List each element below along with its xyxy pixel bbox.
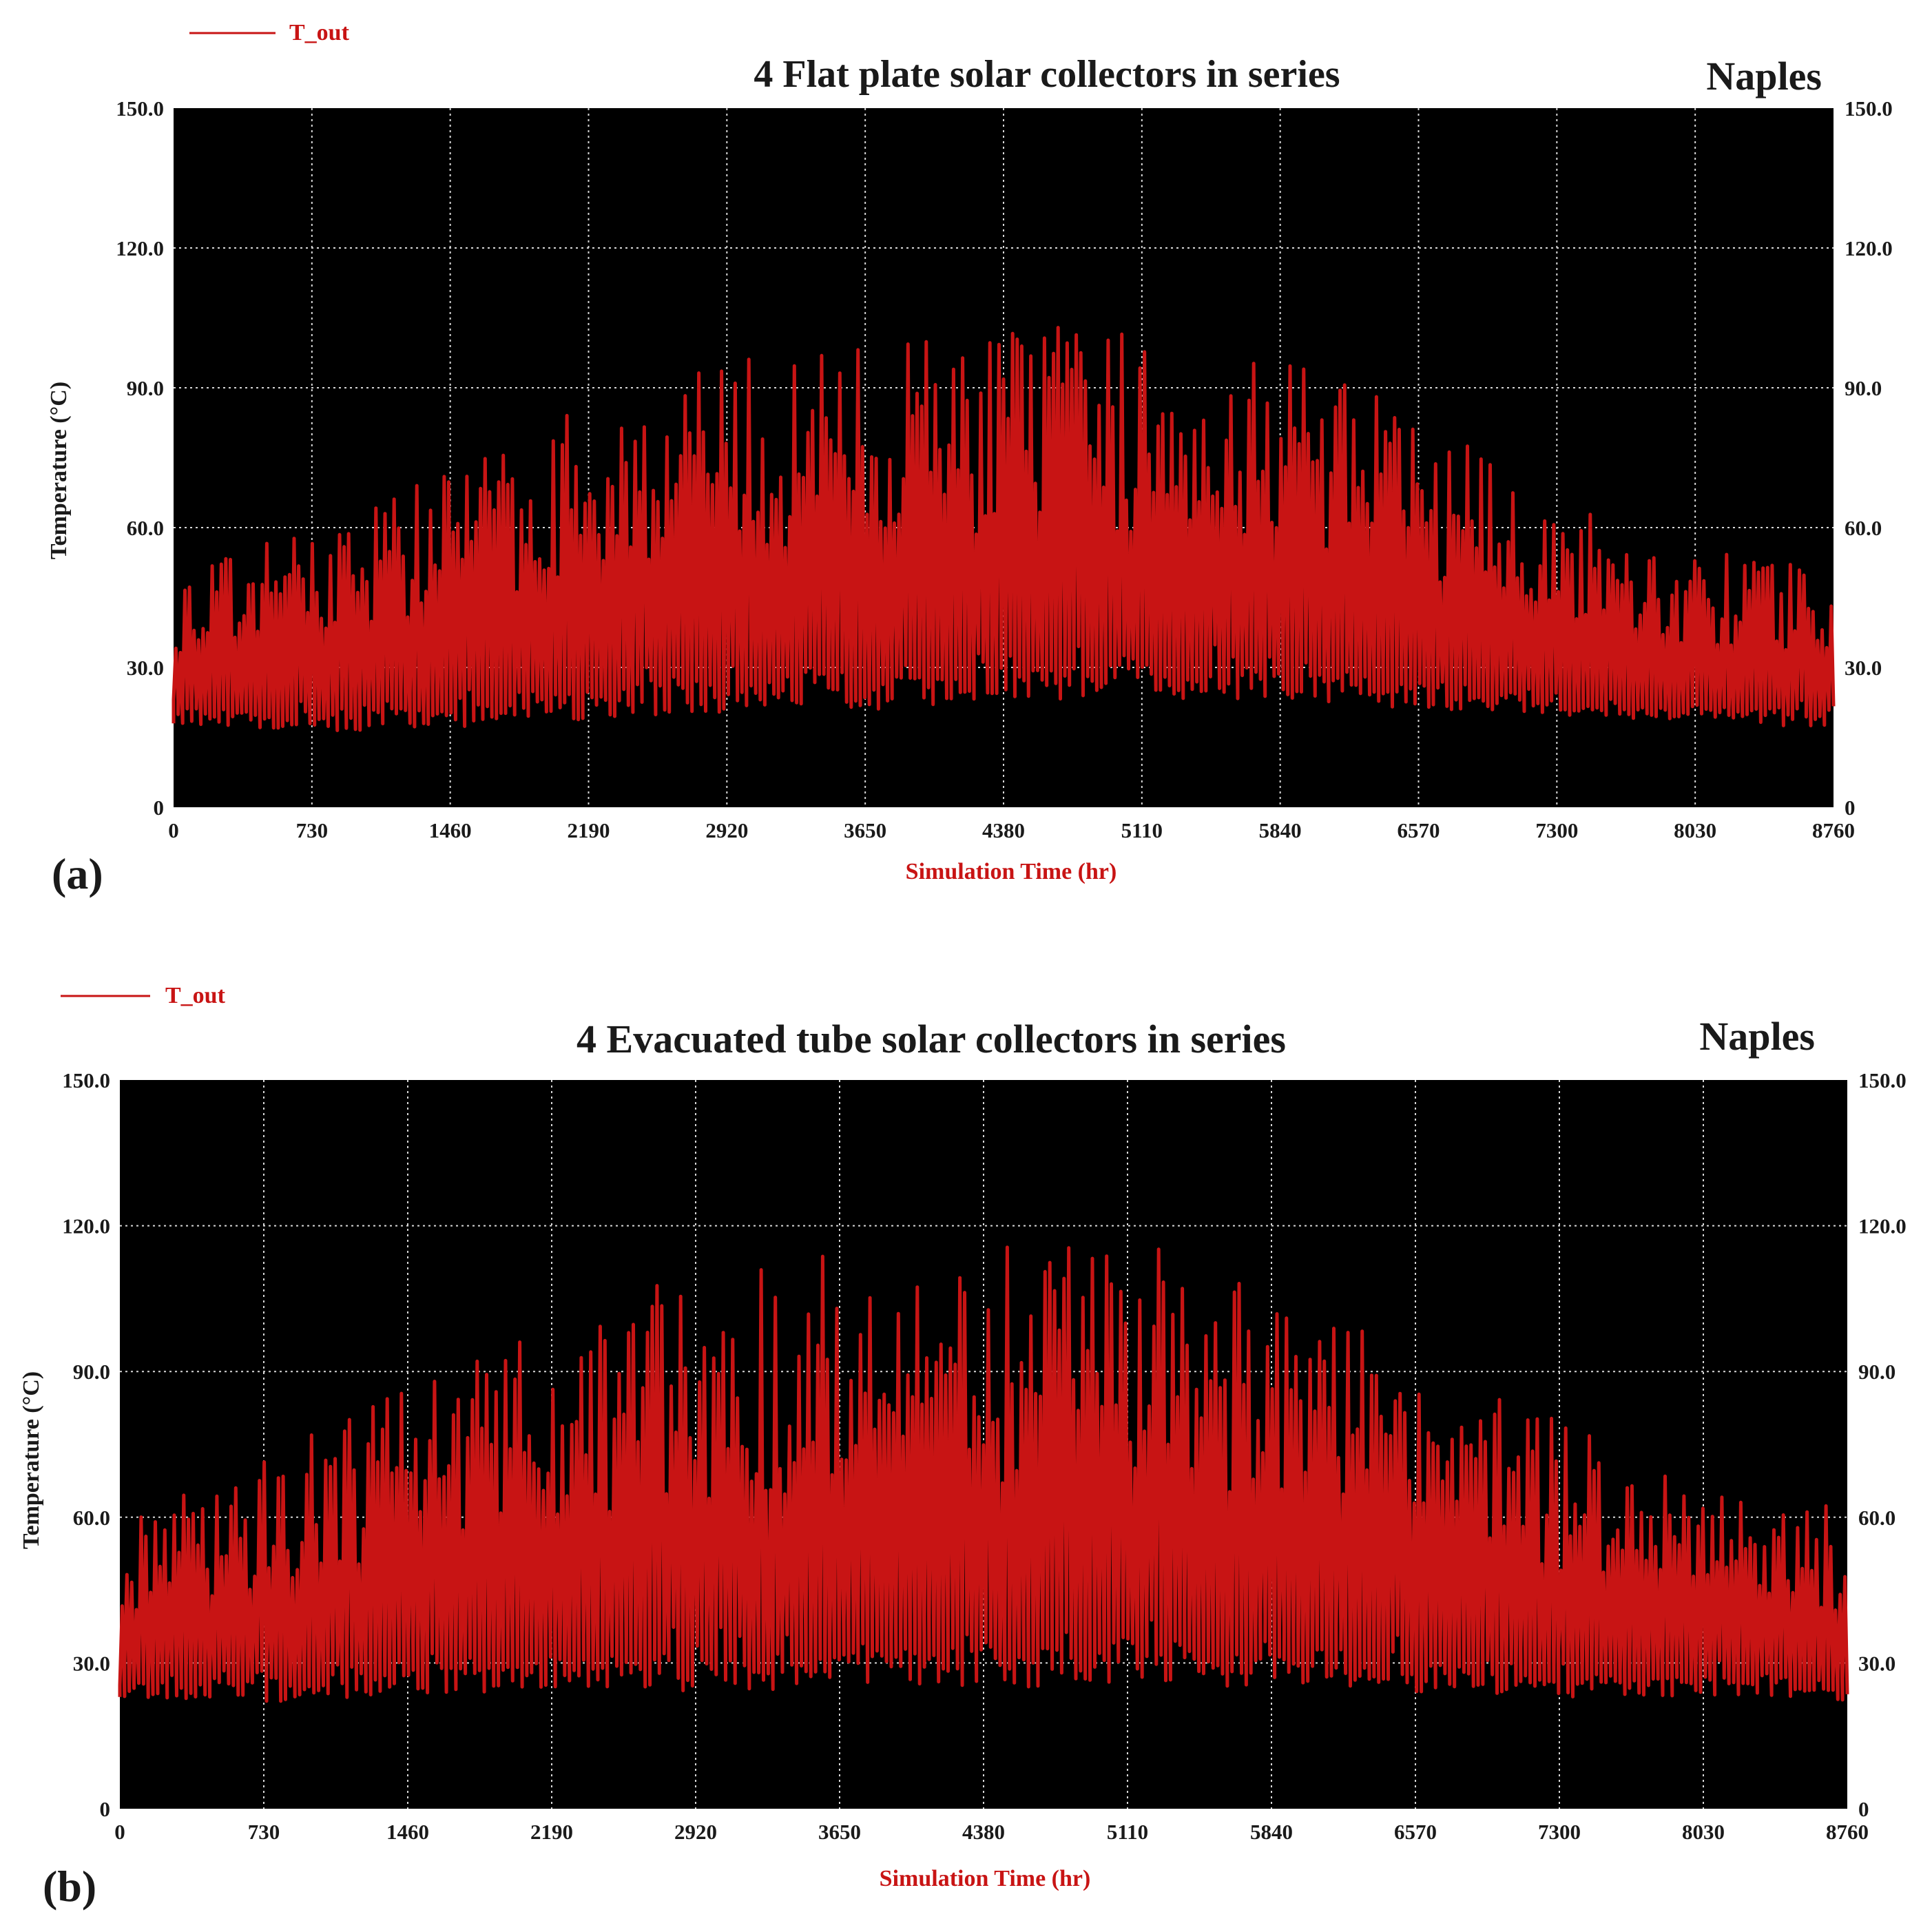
x-tick-label: 7300 — [1538, 1820, 1581, 1844]
x-tick-label: 8760 — [1826, 1820, 1869, 1844]
x-tick-label: 4380 — [962, 1820, 1005, 1844]
x-tick-label: 730 — [248, 1820, 280, 1844]
y-tick-label-right: 150.0 — [1858, 1068, 1907, 1092]
y-tick-label-left: 150.0 — [116, 96, 164, 121]
y-tick-label-right: 60.0 — [1858, 1506, 1895, 1530]
y-tick-label-right: 120.0 — [1858, 1214, 1907, 1238]
y-tick-label-left: 30.0 — [127, 656, 164, 680]
x-tick-label: 2190 — [568, 818, 610, 842]
series-t-out-b — [118, 1245, 1849, 1703]
y-tick-label-left: 0 — [100, 1797, 111, 1821]
y-tick-label-left: 120.0 — [62, 1214, 110, 1238]
y-tick-label-right: 60.0 — [1845, 516, 1882, 540]
x-tick-label: 2920 — [674, 1820, 717, 1844]
x-tick-label: 3650 — [844, 818, 886, 842]
x-tick-label: 5840 — [1250, 1820, 1293, 1844]
x-tick-label: 2920 — [705, 818, 748, 842]
y-tick-label-left: 60.0 — [127, 516, 164, 540]
x-tick-label: 8030 — [1682, 1820, 1725, 1844]
x-tick-label: 8760 — [1812, 818, 1855, 842]
location-label-b: Naples — [1699, 1014, 1815, 1059]
legend-label-b: T_out — [165, 983, 226, 1008]
x-tick-label: 5840 — [1259, 818, 1302, 842]
y-tick-label-left: 90.0 — [127, 376, 164, 400]
y-tick-label-right: 0 — [1858, 1797, 1869, 1821]
panel-a: T_out 4 Flat plate solar collectors in s… — [46, 20, 1893, 898]
x-tick-label: 6570 — [1398, 818, 1440, 842]
x-tick-label: 730 — [296, 818, 329, 842]
y-tick-label-right: 90.0 — [1858, 1360, 1895, 1384]
y-tick-label-left: 120.0 — [116, 236, 164, 260]
y-tick-labels-right-a: 0 30.0 60.0 90.0 120.0 150.0 — [1845, 96, 1893, 820]
series-line-t-out — [118, 1245, 1849, 1703]
y-axis-label-b: Temperature (°C) — [19, 1371, 44, 1549]
x-tick-label: 1460 — [429, 818, 472, 842]
legend-label-a: T_out — [289, 20, 350, 45]
x-tick-labels-b: 0 730 1460 2190 2920 3650 4380 5110 5840 6570 7300… — [114, 1820, 1869, 1844]
y-tick-label-right: 0 — [1845, 796, 1856, 820]
y-tick-label-right: 30.0 — [1845, 656, 1882, 680]
y-tick-label-right: 150.0 — [1845, 96, 1893, 121]
x-tick-label: 3650 — [818, 1820, 861, 1844]
location-label-a: Naples — [1706, 54, 1822, 98]
chart-title-a: 4 Flat plate solar collectors in series — [754, 53, 1340, 96]
x-tick-label: 0 — [114, 1820, 125, 1844]
series-line-t-out — [172, 326, 1836, 732]
panel-label-a: (a) — [52, 849, 103, 898]
x-tick-label: 8030 — [1674, 818, 1716, 842]
x-tick-label: 0 — [168, 818, 179, 842]
y-tick-label-left: 30.0 — [73, 1651, 110, 1675]
x-tick-label: 4380 — [982, 818, 1025, 842]
y-tick-label-left: 90.0 — [73, 1360, 110, 1384]
x-axis-label-a: Simulation Time (hr) — [906, 859, 1117, 884]
panel-b: T_out 4 Evacuated tube solar collectors … — [19, 983, 1907, 1911]
x-tick-label: 5110 — [1121, 818, 1163, 842]
y-tick-label-right: 30.0 — [1858, 1651, 1895, 1675]
y-tick-labels-left-a: 0 30.0 60.0 90.0 120.0 150.0 — [116, 96, 164, 820]
x-tick-label: 1460 — [386, 1820, 429, 1844]
y-tick-labels-left-b: 0 30.0 60.0 90.0 120.0 150.0 — [62, 1068, 110, 1821]
panel-label-b: (b) — [43, 1862, 96, 1911]
x-tick-label: 2190 — [530, 1820, 573, 1844]
series-t-out-a — [172, 326, 1836, 732]
y-tick-label-left: 60.0 — [73, 1506, 110, 1530]
x-tick-label: 7300 — [1535, 818, 1578, 842]
x-axis-label-b: Simulation Time (hr) — [880, 1866, 1091, 1891]
y-tick-label-left: 0 — [154, 796, 165, 820]
chart-title-b: 4 Evacuated tube solar collectors in ser… — [577, 1017, 1286, 1061]
y-tick-label-left: 150.0 — [62, 1068, 110, 1092]
x-tick-label: 5110 — [1107, 1820, 1148, 1844]
y-tick-label-right: 90.0 — [1845, 376, 1882, 400]
y-axis-label-a: Temperature (°C) — [46, 382, 72, 559]
x-tick-label: 6570 — [1394, 1820, 1437, 1844]
y-tick-labels-right-b: 0 30.0 60.0 90.0 120.0 150.0 — [1858, 1068, 1907, 1821]
x-tick-labels-a: 0 730 1460 2190 2920 3650 4380 5110 5840 6570 7300… — [168, 818, 1855, 842]
y-tick-label-right: 120.0 — [1845, 236, 1893, 260]
